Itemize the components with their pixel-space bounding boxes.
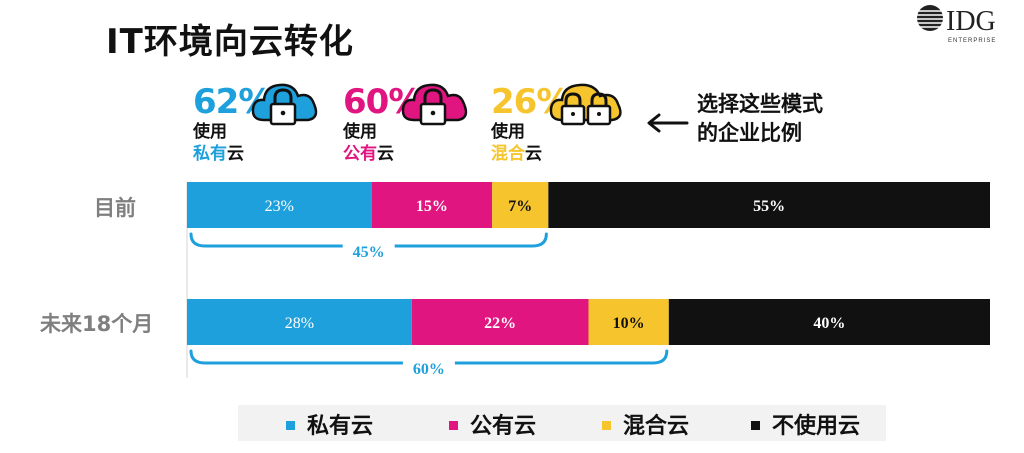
- bar-future-hybrid: [588, 299, 669, 345]
- bar-label-current-public: 15%: [416, 198, 448, 215]
- cloud-lock-icon-private: [250, 76, 322, 136]
- legend-swatch-public: [449, 420, 458, 430]
- bar-label-current-none: 55%: [753, 198, 785, 215]
- cloud-lock-icon-public: [400, 76, 472, 136]
- stat-public: 60% 使用 公有云: [343, 82, 422, 165]
- bar-label-future-hybrid: 10%: [613, 315, 645, 332]
- stat-hybrid-use: 使用: [491, 122, 525, 142]
- page-title: IT环境向云转化: [106, 22, 354, 62]
- bar-label-current-hybrid: 7%: [508, 198, 532, 215]
- bracket-label-bg-future: [402, 357, 455, 379]
- bar-label-future-public: 22%: [484, 315, 516, 332]
- bar-future-private: [187, 299, 412, 345]
- bracket-label-future: 60%: [413, 361, 445, 378]
- bar-current-none: [548, 182, 990, 228]
- logo-brand: IDG: [946, 6, 996, 37]
- legend-swatch-hybrid: [602, 420, 611, 430]
- bar-current-public: [371, 182, 493, 228]
- bar-label-future-none: 40%: [813, 315, 845, 332]
- stat-public-use: 使用: [343, 122, 377, 142]
- stat-private-use: 使用: [193, 122, 227, 142]
- legend-item-hybrid: 混合云: [602, 408, 689, 440]
- arrow-left-icon: [645, 112, 689, 138]
- bar-label-current-private: 23%: [265, 198, 294, 215]
- legend-swatch-none: [751, 420, 760, 430]
- stat-public-suffix: 云: [377, 144, 394, 164]
- note-line-1: 选择这些模式: [697, 92, 823, 116]
- note-text: 选择这些模式 的企业比例: [697, 90, 823, 148]
- row-label-future: 未来18个月: [40, 312, 154, 336]
- bar-future-public: [411, 299, 589, 345]
- stat-hybrid-suffix: 云: [525, 144, 542, 164]
- legend-item-public: 公有云: [449, 408, 536, 440]
- idg-logo: IDG ENTERPRISE: [912, 4, 1020, 44]
- stat-public-kind: 公有: [343, 144, 377, 164]
- bar-label-future-private: 28%: [285, 315, 314, 332]
- cloud-double-lock-icon-hybrid: [548, 76, 628, 136]
- row-label-current: 目前: [94, 196, 136, 220]
- logo-sub: ENTERPRISE: [948, 38, 996, 44]
- bracket-label-bg-current: [342, 240, 395, 262]
- bar-future-none: [668, 299, 990, 345]
- legend-swatch-private: [286, 420, 295, 430]
- stat-hybrid-kind: 混合: [491, 144, 525, 164]
- legend-item-none: 不使用云: [751, 408, 860, 440]
- legend-item-private: 私有云: [286, 408, 373, 440]
- note-line-2: 的企业比例: [697, 121, 802, 145]
- stat-private-kind: 私有: [193, 144, 227, 164]
- stat-private-suffix: 云: [227, 144, 244, 164]
- bar-current-private: [187, 182, 372, 228]
- bracket-label-current: 45%: [353, 244, 385, 261]
- legend-background: [238, 405, 886, 441]
- bar-current-hybrid: [492, 182, 549, 228]
- stacked-bar-chart: 23% 15% 7% 55% 45% 28% 22% 10% 40% 60%: [186, 182, 990, 379]
